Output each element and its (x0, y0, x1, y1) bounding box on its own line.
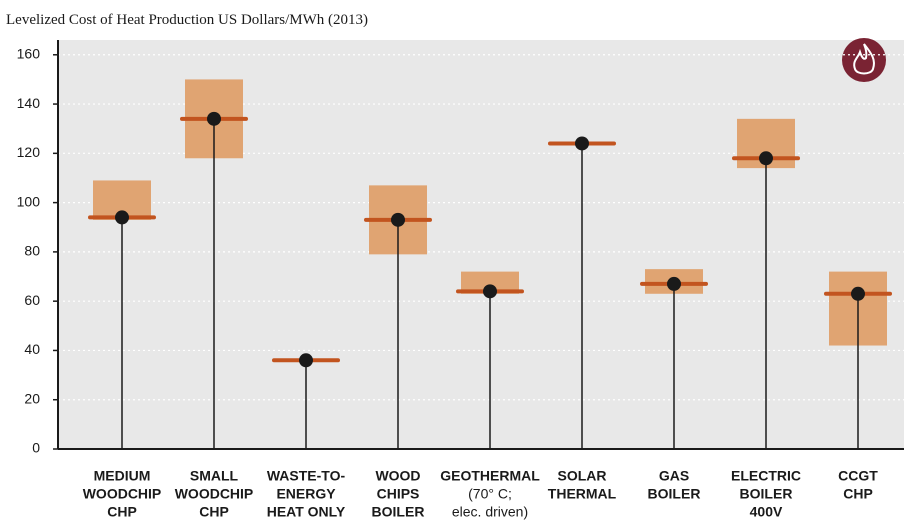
dot (851, 286, 865, 301)
x-tick-label: BOILER (648, 486, 701, 502)
x-tick-label: ENERGY (276, 486, 336, 502)
x-tick-label: GEOTHERMAL (440, 468, 540, 484)
y-tick-label: 0 (32, 440, 40, 456)
y-tick-label: 40 (24, 341, 40, 357)
x-tick-label: ELECTRIC (731, 468, 801, 484)
dot (483, 284, 497, 299)
dot (207, 111, 221, 126)
x-tick-label: THERMAL (548, 486, 617, 502)
dot (575, 136, 589, 151)
x-tick-label: CHIPS (377, 486, 420, 502)
x-tick-label: elec. driven) (452, 504, 528, 520)
x-tick-label: CHP (843, 486, 873, 502)
dot (115, 210, 129, 225)
y-tick-label: 160 (17, 45, 41, 61)
dot (667, 276, 681, 291)
x-tick-label: WOODCHIP (83, 486, 162, 502)
plot-background (58, 40, 904, 449)
chart-title: Levelized Cost of Heat Production US Dol… (6, 12, 368, 28)
dot (391, 212, 405, 227)
dot (759, 151, 773, 166)
x-tick-label: CHP (199, 504, 229, 520)
icon (842, 38, 886, 82)
y-tick-label: 60 (24, 292, 40, 308)
x-tick-label: BOILER (372, 504, 425, 520)
y-tick-label: 140 (17, 95, 41, 111)
y-tick-label: 20 (24, 390, 40, 406)
x-tick-label: MEDIUM (94, 468, 151, 484)
x-tick-label: WASTE-TO- (267, 468, 346, 484)
y-tick-label: 120 (17, 144, 41, 160)
x-tick-label: CCGT (838, 468, 878, 484)
x-tick-label: 400V (750, 504, 783, 520)
x-tick-label: WOOD (375, 468, 420, 484)
x-tick-label: SOLAR (558, 468, 607, 484)
x-tick-label: CHP (107, 504, 137, 520)
range-box (461, 271, 519, 294)
x-tick-label: HEAT ONLY (267, 504, 346, 520)
x-tick-label: BOILER (740, 486, 793, 502)
x-tick-label: GAS (659, 468, 689, 484)
x-tick-label: WOODCHIP (175, 486, 254, 502)
x-tick-label: SMALL (190, 468, 239, 484)
y-tick-label: 100 (17, 193, 41, 209)
y-tick-label: 80 (24, 243, 40, 259)
x-tick-label: (70° C; (468, 486, 512, 502)
dot (299, 353, 313, 368)
